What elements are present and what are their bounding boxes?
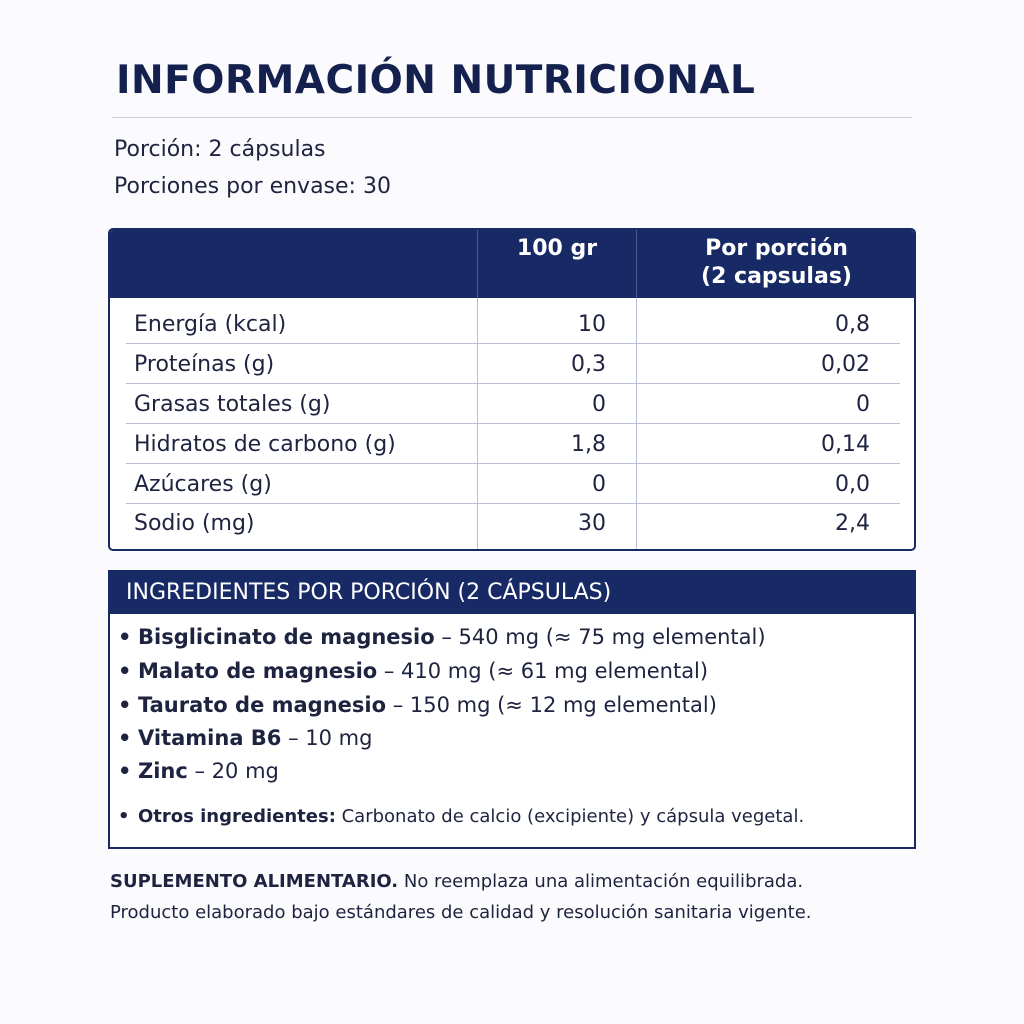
nutrient-label: Sodio (mg) bbox=[134, 511, 255, 536]
serving-size: Porción: 2 cápsulas bbox=[114, 137, 326, 162]
table-row: Hidratos de carbono (g) 1,8 0,14 bbox=[110, 424, 914, 464]
table-row: Grasas totales (g) 0 0 bbox=[110, 384, 914, 424]
row-divider bbox=[126, 383, 900, 384]
value-per-serving: 0,14 bbox=[821, 432, 870, 457]
ingredient-name: Bisglicinato de magnesio bbox=[138, 625, 435, 649]
page-title: INFORMACIÓN NUTRICIONAL bbox=[116, 58, 756, 103]
value-per-100g: 30 bbox=[578, 511, 606, 536]
nutrient-label: Proteínas (g) bbox=[134, 352, 275, 377]
header-per-serving-line1: Por porción bbox=[705, 236, 848, 261]
bullet-icon: • bbox=[118, 759, 132, 783]
value-per-100g: 0 bbox=[592, 472, 606, 497]
table-row: Sodio (mg) 30 2,4 bbox=[110, 503, 914, 543]
table-row: Proteínas (g) 0,3 0,02 bbox=[110, 344, 914, 384]
value-per-100g: 1,8 bbox=[571, 432, 606, 457]
header-per-100g: 100 gr bbox=[516, 236, 598, 261]
nutrient-label: Azúcares (g) bbox=[134, 472, 272, 497]
ingredients-heading: INGREDIENTES POR PORCIÓN (2 CÁPSULAS) bbox=[110, 572, 914, 614]
header-divider bbox=[636, 230, 637, 298]
footer-line-1: SUPLEMENTO ALIMENTARIO. No reemplaza una… bbox=[110, 871, 803, 892]
row-divider bbox=[126, 463, 900, 464]
nutrition-table-header: 100 gr Por porción (2 capsulas) bbox=[110, 230, 914, 298]
table-row: Energía (kcal) 10 0,8 bbox=[110, 304, 914, 344]
footer-disclaimer: No reemplaza una alimentación equilibrad… bbox=[398, 871, 804, 892]
ingredients-box: INGREDIENTES POR PORCIÓN (2 CÁPSULAS) • B… bbox=[108, 570, 916, 849]
ingredient-detail: – 540 mg (≈ 75 mg elemental) bbox=[434, 625, 766, 649]
ingredient-name: Malato de magnesio bbox=[138, 659, 378, 683]
nutrition-table: 100 gr Por porción (2 capsulas) Energía … bbox=[108, 228, 916, 551]
ingredient-item: • Vitamina B6 – 10 mg bbox=[118, 726, 372, 750]
supplement-label: SUPLEMENTO ALIMENTARIO. bbox=[110, 871, 399, 892]
bullet-icon: • bbox=[118, 693, 132, 717]
header-divider bbox=[477, 230, 478, 298]
nutrient-label: Energía (kcal) bbox=[134, 312, 287, 337]
bullet-icon: • bbox=[118, 726, 132, 750]
ingredient-item: • Taurato de magnesio – 150 mg (≈ 12 mg e… bbox=[118, 693, 717, 717]
value-per-serving: 0,02 bbox=[821, 352, 870, 377]
nutrient-label: Grasas totales (g) bbox=[134, 392, 331, 417]
ingredient-item: • Bisglicinato de magnesio – 540 mg (≈ 75… bbox=[118, 625, 766, 649]
other-ingredients: • Otros ingredientes: Carbonato de calcio… bbox=[118, 806, 804, 827]
ingredient-detail: – 20 mg bbox=[187, 759, 279, 783]
ingredient-name: Vitamina B6 bbox=[138, 726, 282, 750]
ingredient-detail: – 150 mg (≈ 12 mg elemental) bbox=[386, 693, 717, 717]
nutrient-label: Hidratos de carbono (g) bbox=[134, 432, 396, 457]
ingredient-name: Zinc bbox=[138, 759, 188, 783]
row-divider bbox=[126, 423, 900, 424]
table-row: Azúcares (g) 0 0,0 bbox=[110, 464, 914, 504]
value-per-serving: 2,4 bbox=[835, 511, 870, 536]
other-ingredients-label: Otros ingredientes: bbox=[138, 806, 336, 827]
bullet-icon: • bbox=[118, 625, 132, 649]
ingredient-detail: – 410 mg (≈ 61 mg elemental) bbox=[377, 659, 709, 683]
value-per-100g: 0 bbox=[592, 392, 606, 417]
bullet-icon: • bbox=[118, 659, 132, 683]
value-per-100g: 10 bbox=[578, 312, 606, 337]
title-divider bbox=[112, 117, 912, 118]
ingredient-item: • Malato de magnesio – 410 mg (≈ 61 mg el… bbox=[118, 659, 708, 683]
footer-line-2: Producto elaborado bajo estándares de ca… bbox=[110, 902, 812, 923]
ingredient-item: • Zinc – 20 mg bbox=[118, 759, 279, 783]
header-per-serving-line2: (2 capsulas) bbox=[701, 264, 852, 289]
other-ingredients-text: Carbonato de calcio (excipiente) y cápsu… bbox=[335, 806, 805, 827]
value-per-100g: 0,3 bbox=[571, 352, 606, 377]
ingredient-detail: – 10 mg bbox=[281, 726, 373, 750]
row-divider bbox=[126, 343, 900, 344]
value-per-serving: 0,0 bbox=[835, 472, 870, 497]
bullet-icon: • bbox=[118, 806, 130, 827]
servings-per-container: Porciones por envase: 30 bbox=[114, 174, 391, 199]
ingredient-name: Taurato de magnesio bbox=[138, 693, 387, 717]
value-per-serving: 0 bbox=[856, 392, 870, 417]
row-divider bbox=[126, 503, 900, 504]
value-per-serving: 0,8 bbox=[835, 312, 870, 337]
header-per-serving: Por porción (2 capsulas) bbox=[637, 230, 914, 298]
